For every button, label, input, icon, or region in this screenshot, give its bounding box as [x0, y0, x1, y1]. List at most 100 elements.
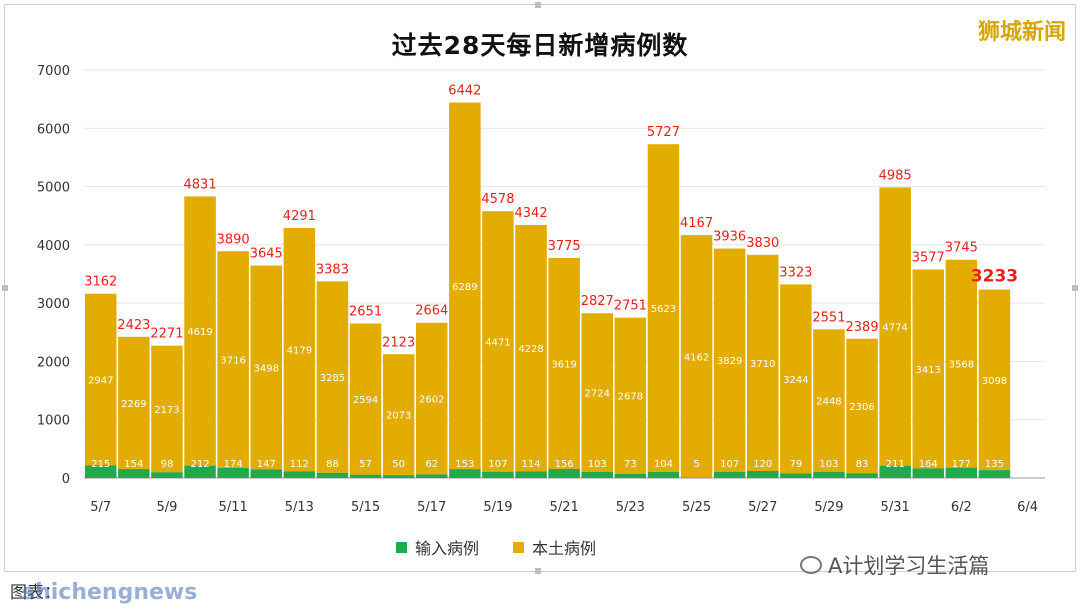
bar-local — [879, 187, 911, 466]
x-tick-label: 6/4 — [1017, 500, 1038, 515]
data-label-imported: 153 — [455, 459, 474, 470]
data-label-total: 3775 — [548, 239, 581, 254]
data-label-total: 4578 — [481, 192, 514, 207]
bar-imported — [879, 465, 911, 478]
bar-local — [978, 289, 1011, 471]
bar-local — [813, 329, 845, 472]
data-label-imported: 112 — [290, 459, 309, 470]
data-label-local: 4179 — [287, 346, 312, 357]
resize-handle-bottom[interactable] — [535, 568, 541, 574]
bar-local — [283, 227, 316, 472]
data-label-imported: 103 — [588, 459, 607, 470]
resize-handle-top[interactable] — [535, 2, 541, 8]
data-label-local: 2073 — [386, 411, 411, 422]
bar-local — [184, 196, 216, 466]
bar-imported — [118, 469, 150, 478]
data-label-imported: 88 — [326, 459, 339, 470]
data-label-local: 3568 — [949, 360, 974, 371]
bar-imported — [813, 471, 845, 478]
data-label-local: 2678 — [618, 392, 643, 403]
bar-local — [151, 345, 183, 473]
bar-imported — [945, 467, 978, 478]
x-tick-label: 5/17 — [417, 500, 446, 515]
x-tick-label: 5/7 — [90, 500, 111, 515]
bar-imported — [581, 471, 613, 478]
x-tick-label: 5/31 — [881, 500, 910, 515]
brand-watermark: 狮城新闻 — [977, 20, 1066, 45]
legend-swatch-local — [513, 541, 525, 553]
resize-handle-right[interactable] — [1072, 285, 1078, 291]
bar-local — [118, 336, 150, 470]
bar-local — [85, 293, 117, 466]
data-label-local: 2947 — [88, 376, 113, 387]
resize-handle-left[interactable] — [2, 285, 8, 291]
wechat-account: A计划学习生活篇 — [800, 550, 989, 580]
bar-local — [449, 102, 481, 470]
bar-local — [713, 248, 746, 472]
bar-imported — [449, 469, 481, 478]
data-label-imported: 114 — [522, 459, 541, 470]
bar-local — [482, 211, 514, 472]
x-tick-label: 5/15 — [351, 500, 380, 515]
bar-imported — [978, 470, 1011, 478]
data-label-total: 4342 — [515, 206, 548, 221]
bar-local — [416, 322, 448, 475]
data-label-local: 2269 — [121, 399, 146, 410]
y-tick-label: 6000 — [37, 122, 70, 137]
data-label-imported: 156 — [555, 459, 574, 470]
data-label-local: 2448 — [816, 397, 841, 408]
data-label-imported: 98 — [161, 459, 174, 470]
data-label-imported: 79 — [789, 459, 802, 470]
legend-swatch-imported — [396, 541, 407, 553]
bar-local — [250, 265, 282, 470]
site-watermark: shichengnews — [22, 580, 198, 605]
bar-imported — [846, 473, 878, 478]
bar-imported — [647, 471, 680, 478]
data-label-imported: 107 — [720, 459, 739, 470]
y-tick-label: 3000 — [37, 297, 70, 312]
y-tick-label: 7000 — [37, 64, 70, 79]
x-tick-label: 5/25 — [682, 500, 711, 515]
y-tick-label: 5000 — [37, 181, 70, 196]
data-label-total: 2664 — [415, 304, 448, 319]
data-label-total: 2123 — [382, 335, 415, 350]
wechat-account-label: A计划学习生活篇 — [828, 554, 990, 578]
data-label-imported: 50 — [392, 459, 405, 470]
wechat-icon — [800, 556, 822, 574]
data-label-total: 3645 — [250, 247, 283, 262]
x-tick-label: 5/27 — [748, 500, 777, 515]
data-label-total: 6442 — [448, 84, 481, 99]
data-label-total: 2423 — [117, 318, 150, 333]
data-label-imported: 211 — [886, 459, 905, 470]
data-label-imported: 177 — [952, 459, 971, 470]
data-label-imported: 120 — [753, 459, 772, 470]
x-tick-label: 5/23 — [616, 500, 645, 515]
data-label-local: 3498 — [254, 363, 279, 374]
bar-imported — [912, 468, 944, 478]
data-label-local: 3244 — [783, 375, 808, 386]
bar-imported — [85, 465, 117, 478]
chart-title: 过去28天每日新增病例数 — [391, 31, 689, 60]
data-label-local: 3619 — [551, 359, 576, 370]
data-label-local: 2173 — [154, 405, 179, 416]
data-label-total: 4985 — [879, 168, 912, 183]
bar-local — [680, 235, 713, 478]
bar-imported — [780, 473, 812, 478]
data-label-total: 3890 — [217, 232, 250, 247]
data-label-local: 3413 — [916, 365, 941, 376]
bar-local — [581, 313, 613, 472]
bar-local — [747, 254, 779, 472]
data-label-imported: 147 — [257, 459, 276, 470]
bar-local — [382, 354, 415, 476]
y-tick-label: 0 — [62, 472, 70, 487]
data-label-imported: 104 — [654, 459, 673, 470]
data-label-local: 2306 — [849, 402, 874, 413]
bar-local — [515, 224, 547, 472]
data-label-total: 3233 — [971, 267, 1018, 287]
bar-local — [349, 323, 382, 475]
bar-local — [316, 281, 349, 473]
data-label-imported: 57 — [359, 459, 372, 470]
bar-imported — [713, 471, 746, 478]
data-label-total: 3936 — [713, 230, 746, 245]
